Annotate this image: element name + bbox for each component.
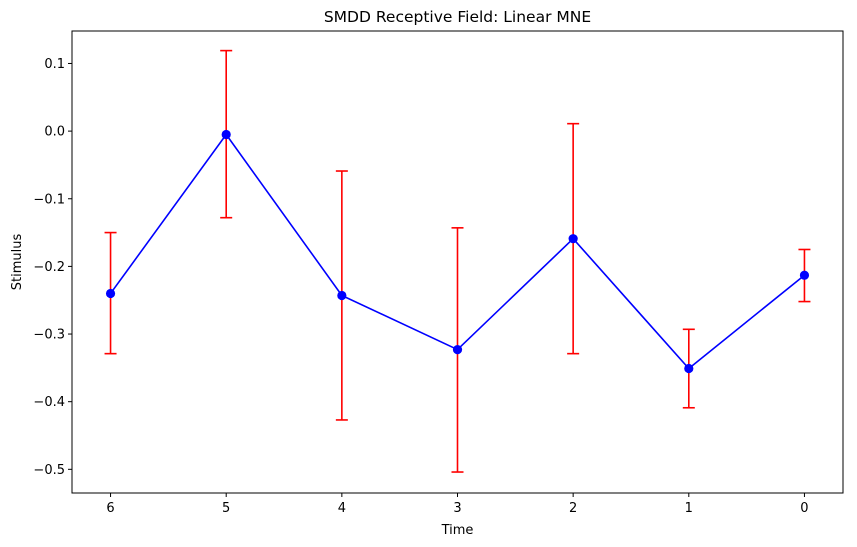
x-axis-label: Time [441, 523, 474, 538]
x-tick-label: 2 [569, 501, 577, 516]
x-tick-label: 3 [453, 501, 461, 516]
series [105, 129, 810, 374]
plot-area: 0.1 0.0 −0.1 −0.2 −0.3 −0.4 −0.5 6 5 4 3 2 1 0 [33, 30, 844, 516]
y-tick-label: −0.2 [33, 260, 65, 275]
x-tick-label: 4 [338, 501, 346, 516]
chart-title: SMDD Receptive Field: Linear MNE [324, 8, 591, 26]
x-tick-label: 1 [685, 501, 693, 516]
y-tick-label: 0.0 [44, 125, 65, 140]
x-tick-label: 0 [800, 501, 808, 516]
y-tick-label: −0.3 [33, 328, 65, 343]
y-tick-label: −0.1 [33, 192, 65, 207]
data-point [221, 129, 231, 140]
x-axis: 6 5 4 3 2 1 0 [106, 493, 809, 516]
x-tick-label: 5 [222, 501, 230, 516]
data-point [337, 290, 347, 301]
data-point [799, 270, 810, 280]
y-axis: 0.1 0.0 −0.1 −0.2 −0.3 −0.4 −0.5 [33, 57, 72, 478]
data-point [568, 234, 578, 244]
y-tick-label: −0.5 [33, 463, 65, 478]
y-axis-label: Stimulus [10, 234, 25, 291]
x-tick-label: 6 [106, 501, 114, 516]
y-tick-label: 0.1 [44, 57, 65, 72]
error-bars [104, 49, 811, 473]
data-point [684, 363, 694, 374]
y-tick-label: −0.4 [33, 395, 65, 410]
data-point [452, 344, 463, 355]
data-point [105, 288, 116, 299]
